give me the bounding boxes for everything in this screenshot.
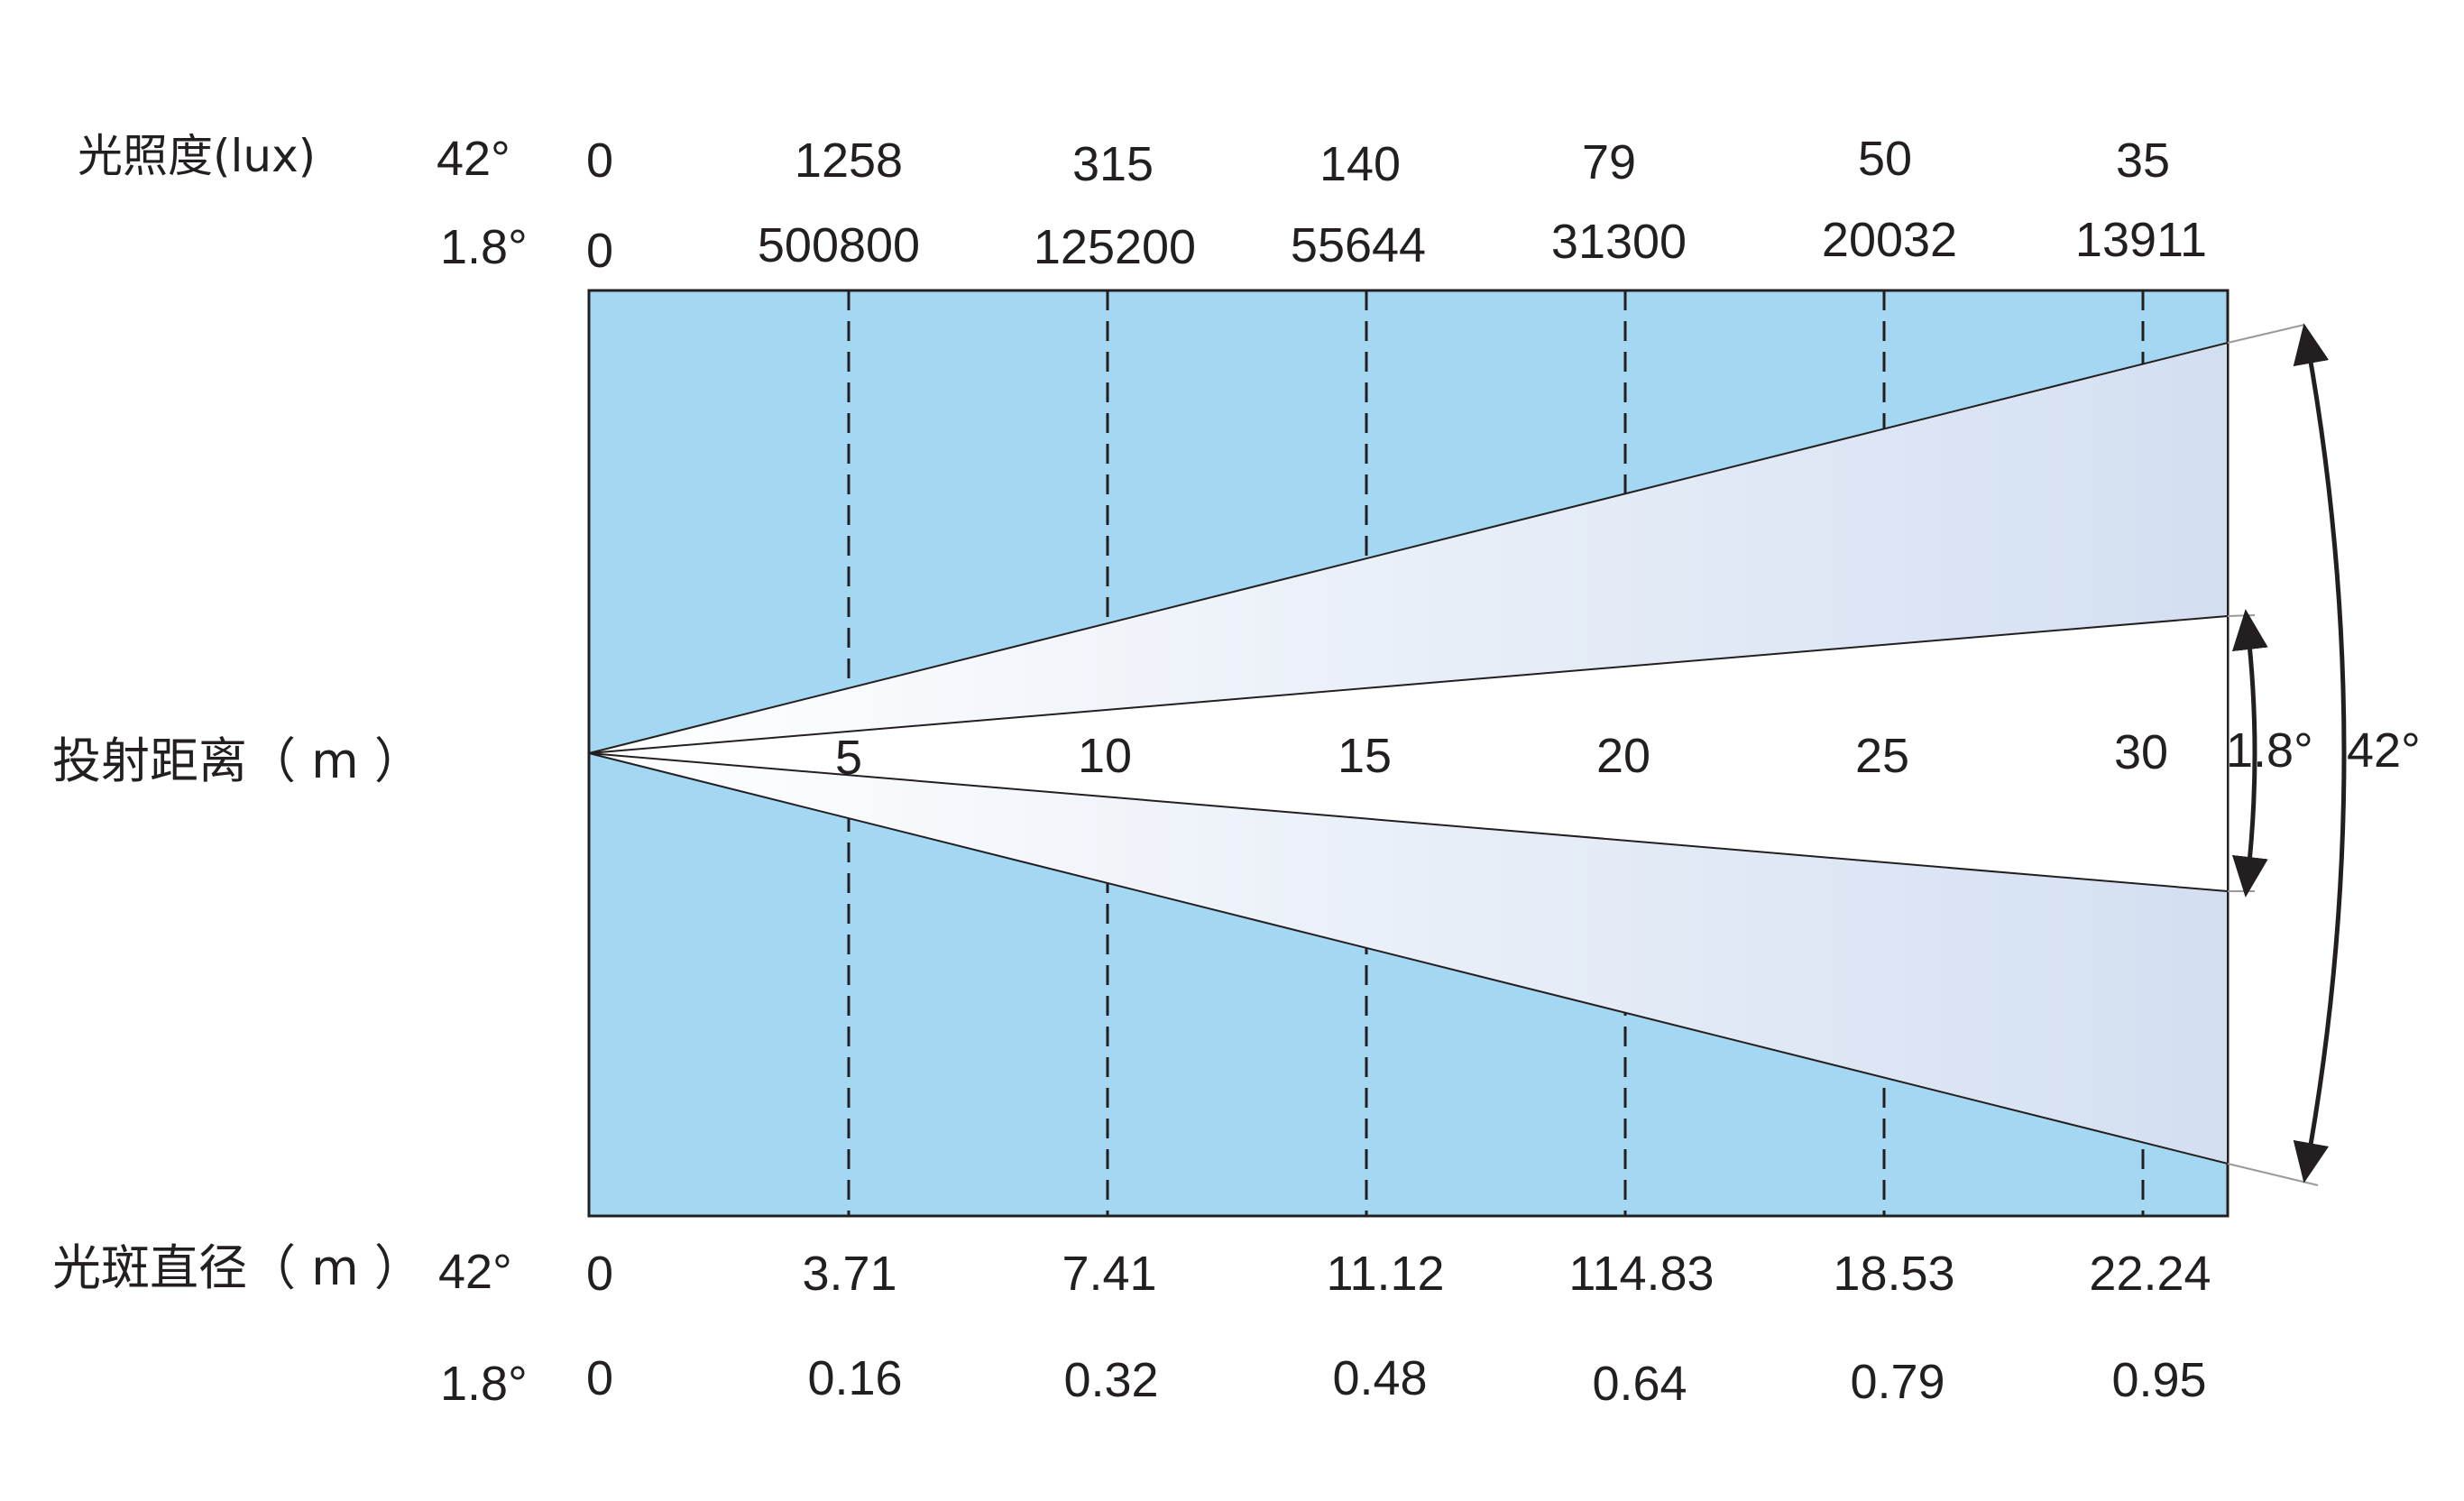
diameter-wide-value: 18.53 <box>1833 1247 1954 1301</box>
illuminance-narrow-value: 31300 <box>1551 215 1687 269</box>
illuminance-wide-value: 79 <box>1582 135 1636 189</box>
illuminance-wide-value: 50 <box>1858 132 1912 186</box>
illuminance-wide-value: 0 <box>586 134 613 188</box>
distance-tick: 15 <box>1338 729 1392 783</box>
illuminance-narrow-row: 0 500800 125200 55644 31300 20032 13911 <box>586 213 2207 278</box>
illuminance-wide-angle: 42° <box>437 132 510 186</box>
narrow-angle-arrow <box>2231 609 2268 898</box>
illuminance-wide-value: 140 <box>1319 137 1401 191</box>
illuminance-wide-value: 35 <box>2116 134 2170 188</box>
diameter-narrow-value: 0 <box>586 1351 613 1405</box>
diameter-wide-value: 3.71 <box>802 1247 896 1301</box>
distance-label: 投射距离（ m ） <box>52 732 423 789</box>
illuminance-narrow-value: 13911 <box>2075 213 2207 267</box>
illuminance-narrow-value: 500800 <box>758 218 920 272</box>
narrow-beam-cone <box>588 614 2229 893</box>
diameter-narrow-value: 0.95 <box>2111 1353 2206 1407</box>
diameter-wide-value: 11.12 <box>1326 1247 1444 1301</box>
illuminance-wide-value: 315 <box>1072 137 1154 191</box>
diameter-narrow-value: 0.32 <box>1063 1353 1158 1407</box>
diameter-narrow-row: 0 0.16 0.32 0.48 0.64 0.79 0.95 <box>586 1351 2207 1411</box>
diameter-narrow-value: 0.48 <box>1332 1351 1427 1405</box>
diameter-label: 光斑直径（ m ） <box>52 1239 423 1296</box>
illuminance-narrow-angle: 1.8° <box>440 220 528 274</box>
wide-angle-label: 42° <box>2347 723 2421 778</box>
diameter-wide-row: 0 3.71 7.41 11.12 114.83 18.53 22.24 <box>586 1247 2211 1301</box>
diameter-wide-value: 22.24 <box>2089 1247 2211 1301</box>
distance-tick: 20 <box>1596 729 1650 783</box>
illuminance-narrow-value: 20032 <box>1822 213 1957 267</box>
distance-tick: 10 <box>1078 729 1132 783</box>
illuminance-wide-value: 1258 <box>795 134 903 188</box>
illuminance-label: 光照度(lux) <box>78 130 316 182</box>
distance-tick: 5 <box>835 731 862 785</box>
diameter-narrow-value: 0.16 <box>807 1351 902 1405</box>
narrow-angle-label: 1.8° <box>2226 723 2313 778</box>
distance-tick: 30 <box>2114 725 2168 779</box>
illuminance-wide-row: 0 1258 315 140 79 50 35 <box>586 132 2170 191</box>
illuminance-narrow-value: 0 <box>586 224 613 278</box>
diameter-narrow-value: 0.79 <box>1850 1355 1945 1409</box>
diameter-wide-value: 114.83 <box>1568 1247 1714 1301</box>
wide-angle-arrow <box>2293 323 2347 1183</box>
diameter-wide-angle: 42° <box>438 1245 512 1299</box>
diameter-narrow-angle: 1.8° <box>440 1357 528 1411</box>
illuminance-narrow-value: 125200 <box>1034 220 1196 274</box>
diameter-narrow-value: 0.64 <box>1592 1357 1687 1411</box>
distance-ticks: 5 10 15 20 25 30 <box>835 725 2168 785</box>
illuminance-narrow-value: 55644 <box>1291 218 1426 272</box>
diameter-wide-value: 7.41 <box>1062 1247 1156 1301</box>
diameter-wide-value: 0 <box>586 1247 613 1301</box>
distance-tick: 25 <box>1855 729 1909 783</box>
